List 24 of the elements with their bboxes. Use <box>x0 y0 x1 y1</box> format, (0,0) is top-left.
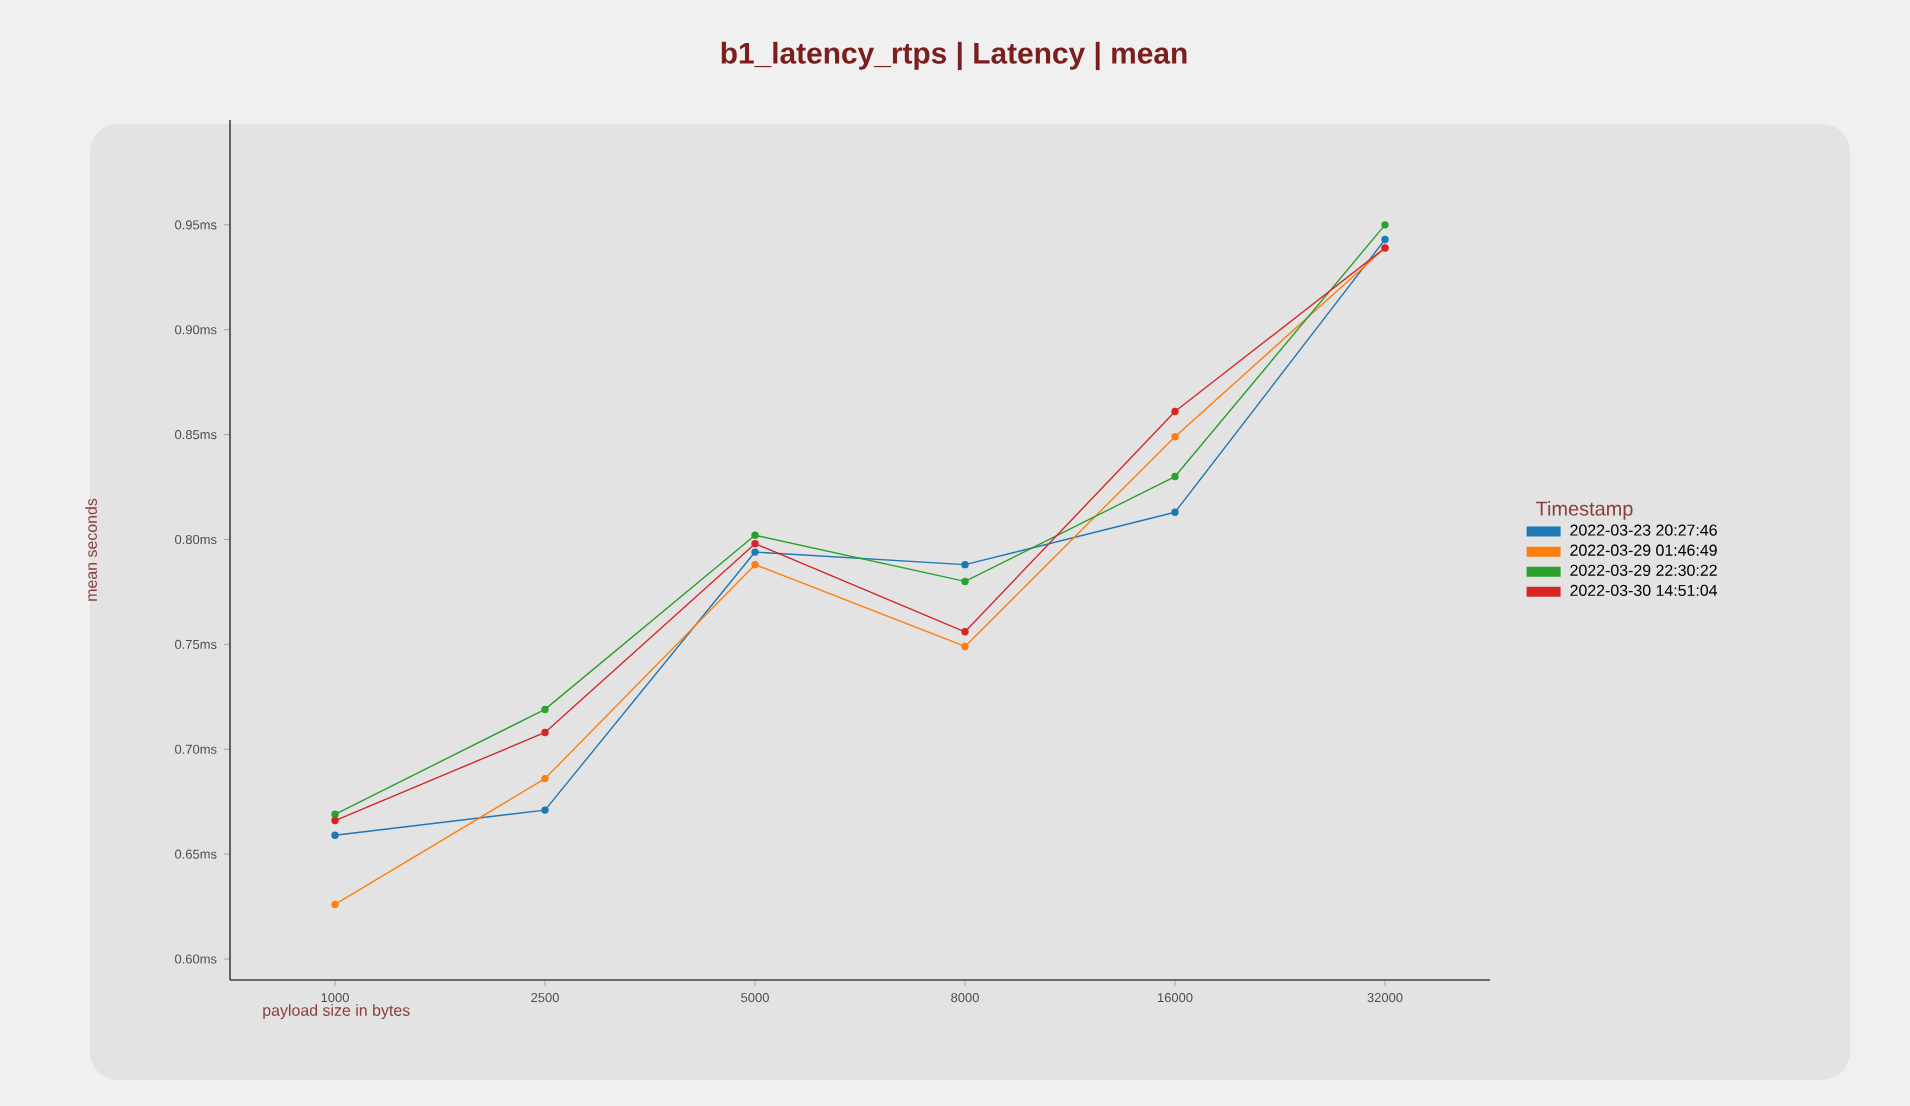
point <box>541 806 549 814</box>
point <box>1171 433 1179 441</box>
point <box>1381 221 1389 229</box>
point <box>331 831 339 839</box>
point <box>331 816 339 825</box>
point <box>961 560 969 569</box>
point <box>331 810 339 818</box>
point <box>1171 407 1179 416</box>
point <box>961 642 969 651</box>
point <box>331 900 339 909</box>
point <box>1381 235 1389 244</box>
point <box>961 577 969 586</box>
point <box>541 774 549 783</box>
point <box>961 628 969 636</box>
chart-title: b1_latency_rtps | Latency | mean <box>721 41 1187 71</box>
point <box>751 531 759 539</box>
point <box>751 560 759 569</box>
point <box>1171 472 1179 481</box>
point <box>751 539 759 548</box>
point <box>751 548 759 556</box>
point <box>541 728 549 737</box>
legend-title: Timestamp <box>1536 501 1633 520</box>
point <box>541 705 549 714</box>
point <box>1171 508 1179 516</box>
